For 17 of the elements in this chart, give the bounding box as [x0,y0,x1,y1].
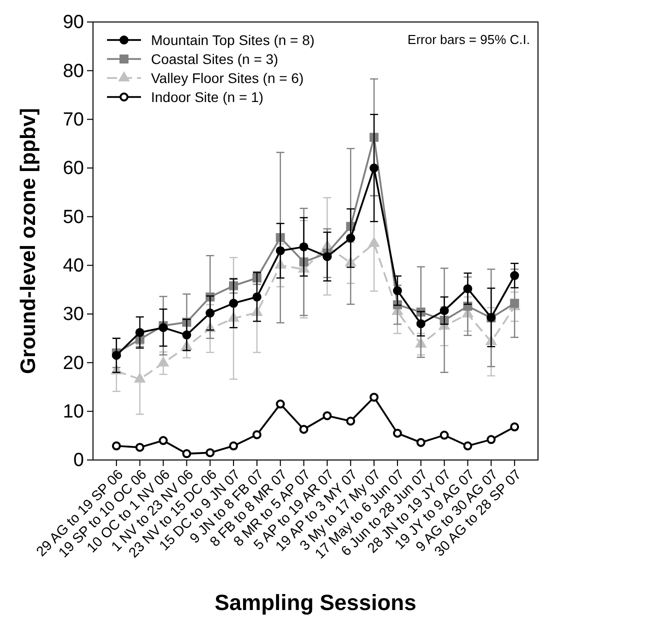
y-tick-label: 10 [62,401,84,422]
legend-label: Coastal Sites (n = 3) [151,51,278,67]
y-tick-label: 50 [62,206,84,228]
legend-label: Valley Floor Sites (n = 6) [151,70,304,86]
y-tick-label: 0 [73,450,84,472]
legend-label: Indoor Site (n = 1) [151,89,264,105]
y-tick-label: 60 [62,158,84,180]
y-tick-label: 70 [62,109,84,130]
legend-label: Mountain Top Sites (n = 8) [151,32,315,48]
y-tick-label: 40 [62,255,84,276]
x-axis-title: Sampling Sessions [214,590,416,615]
y-tick-label: 20 [62,352,84,374]
y-axis-title: Ground-level ozone [ppbv] [17,108,40,374]
y-tick-label: 90 [62,12,84,34]
y-tick-label: 80 [62,60,84,82]
y-tick-label: 30 [62,304,84,326]
annotation: Error bars = 95% C.I. [408,32,530,47]
